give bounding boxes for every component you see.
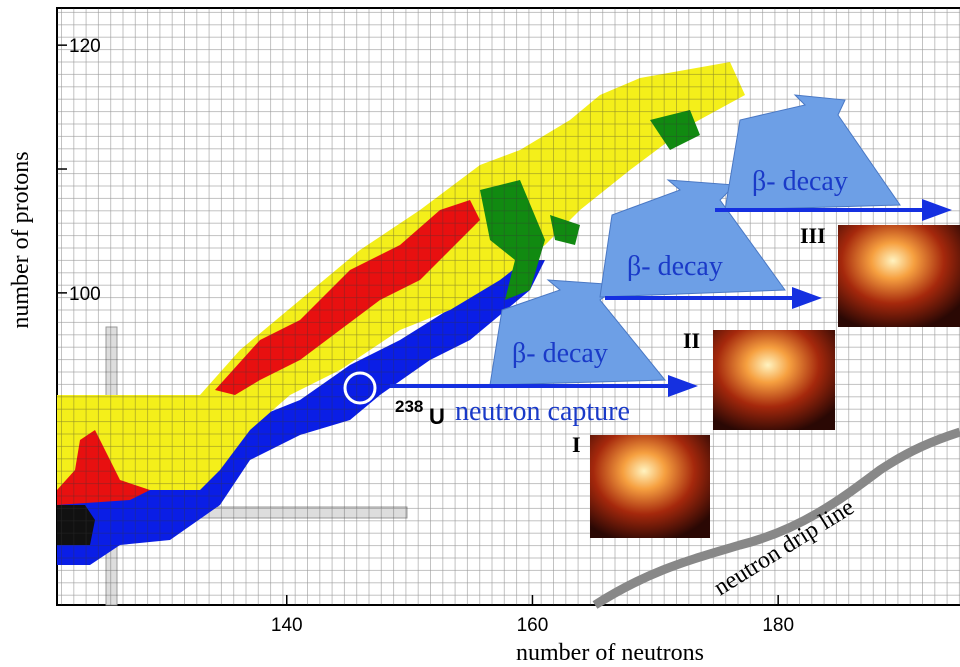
annotation: β- decay (752, 166, 848, 197)
chart: β- decay β- decay β- decay neutron captu… (0, 0, 960, 667)
x-axis-label: number of neutrons (516, 640, 704, 666)
y-tick-label: 120 (69, 36, 101, 57)
annotation: 238 (395, 397, 423, 416)
annotation: β- decay (627, 251, 723, 282)
explosion-image (838, 225, 960, 327)
y-axis-label: number of protons (8, 151, 34, 328)
annotation: I (572, 432, 581, 457)
y-tick-label: 100 (69, 284, 101, 305)
x-tick-label: 180 (762, 615, 794, 636)
annotation: II (683, 328, 700, 353)
explosion-image (590, 435, 710, 538)
x-tick-label: 160 (517, 615, 549, 636)
annotation: U (429, 404, 445, 429)
x-tick-label: 140 (271, 615, 303, 636)
annotation: III (800, 223, 826, 248)
explosion-image (713, 330, 835, 430)
annotation: β- decay (512, 338, 608, 369)
annotation: neutron capture (455, 396, 630, 427)
